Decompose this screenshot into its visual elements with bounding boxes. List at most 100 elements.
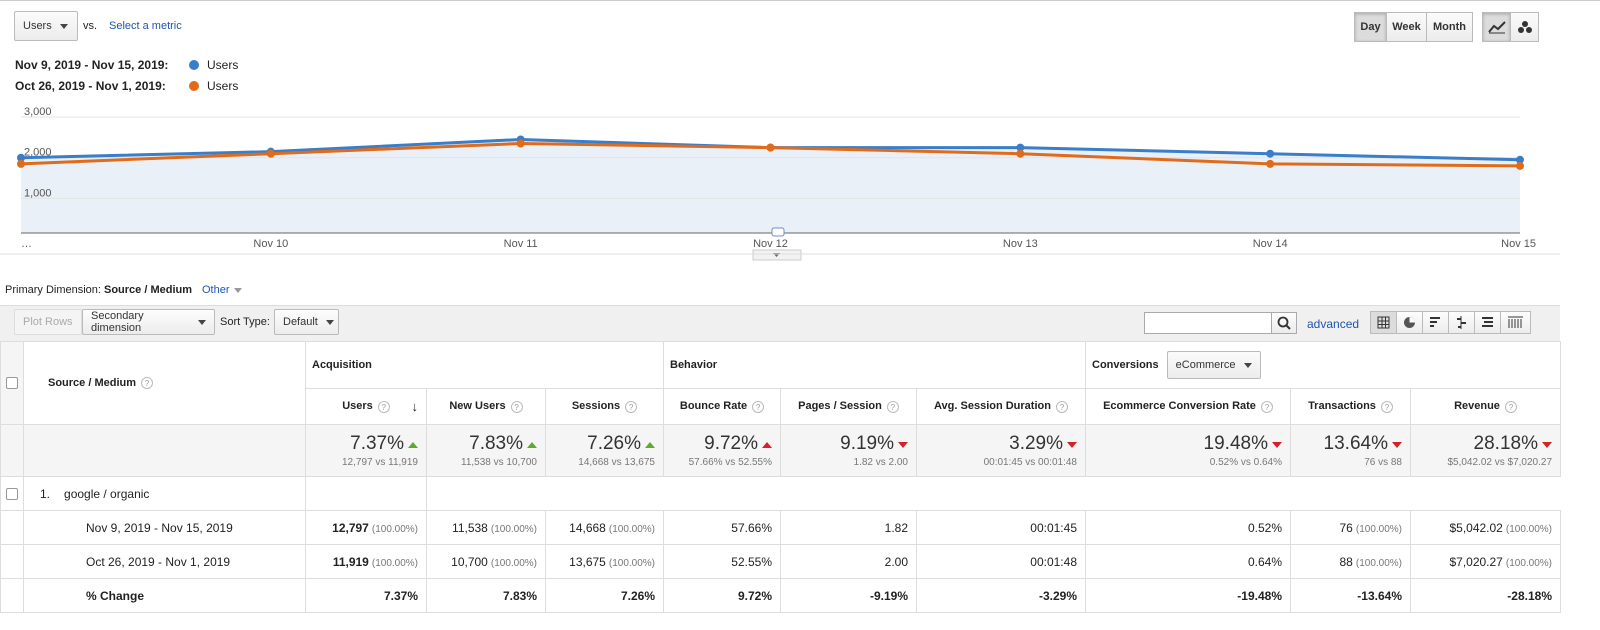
cell-value: 2.00 <box>884 554 908 569</box>
data-point[interactable] <box>1266 149 1275 158</box>
metric-dropdown[interactable]: Users <box>14 11 78 41</box>
data-point[interactable] <box>1516 155 1524 164</box>
help-icon: ? <box>625 400 638 413</box>
cell-value: -13.64% <box>1357 588 1402 603</box>
row-source-link[interactable]: google / organic <box>64 486 150 501</box>
column-header-label: New Users <box>449 400 506 413</box>
data-point[interactable] <box>266 149 275 158</box>
table-view-button[interactable] <box>1370 311 1397 334</box>
summary-comparison: 14,668 vs 13,675 <box>578 457 655 468</box>
table-cell: 14,668 (100.00%) <box>545 510 664 545</box>
data-point[interactable] <box>1266 159 1275 168</box>
arrow-down-icon <box>1067 442 1077 448</box>
cell-percent: (100.00%) <box>1355 557 1402 569</box>
y-tick-label: 1,000 <box>24 187 52 199</box>
users-line-chart: 3,000 2,000 1,000 … Nov 10 Nov 11 Nov 12 Nov 13… <box>0 106 1560 261</box>
data-point[interactable] <box>1016 149 1025 158</box>
column-header[interactable]: New Users? <box>426 388 546 425</box>
summary-percent: 3.29% <box>1009 433 1063 454</box>
vs-label: vs. <box>83 20 98 32</box>
row-checkbox[interactable] <box>6 488 18 501</box>
sort-arrow-icon: ↓ <box>411 399 419 414</box>
data-point[interactable] <box>1516 161 1524 170</box>
data-point[interactable] <box>516 139 525 148</box>
table-cell: $7,020.27 (100.00%) <box>1410 544 1561 579</box>
help-icon: ? <box>1260 400 1273 413</box>
cell-value: $7,020.27 <box>1449 554 1503 569</box>
top-border <box>0 0 1600 1</box>
source-medium-header[interactable]: Source / Medium? <box>23 341 306 425</box>
cell-value: 1.82 <box>884 520 908 535</box>
arrow-up-icon <box>762 442 772 448</box>
comparison-view-button[interactable] <box>1448 311 1475 334</box>
column-header[interactable]: Sessions? <box>545 388 664 425</box>
legend-range: Oct 26, 2019 - Nov 1, 2019: <box>15 79 166 93</box>
line-chart-button[interactable] <box>1482 12 1511 42</box>
column-header-label: Sessions <box>571 400 621 413</box>
cell-value: -19.48% <box>1237 588 1282 603</box>
legend-range: Nov 9, 2019 - Nov 15, 2019: <box>15 58 169 72</box>
term-cloud-view-button[interactable] <box>1474 311 1501 334</box>
x-tick-label: Nov 14 <box>1253 238 1288 250</box>
search-button[interactable] <box>1271 312 1297 334</box>
column-header[interactable]: Avg. Session Duration? <box>916 388 1086 425</box>
row-index: 1. <box>40 486 51 501</box>
cell-value: 12,797 <box>332 520 369 535</box>
cell-value: 9.72% <box>737 588 772 603</box>
data-point[interactable] <box>766 143 775 152</box>
month-button[interactable]: Month <box>1426 12 1473 42</box>
grid-icon <box>1377 316 1390 329</box>
cell-value: 88 <box>1339 554 1353 569</box>
select-all-checkbox[interactable] <box>6 377 18 390</box>
cell-value: $5,042.02 <box>1449 520 1503 535</box>
performance-view-button[interactable] <box>1422 311 1449 334</box>
dimension-other-label: Other <box>202 284 230 296</box>
summary-cell: 13.64% 76 vs 88 <box>1290 424 1411 477</box>
y-tick-label: 3,000 <box>24 106 52 118</box>
cell-value: 00:01:48 <box>1030 554 1077 569</box>
day-button[interactable]: Day <box>1354 12 1387 42</box>
summary-cell: 19.48% 0.52% vs 0.64% <box>1085 424 1291 477</box>
data-point[interactable] <box>17 159 25 168</box>
cell-percent: (100.00%) <box>371 523 418 535</box>
data-point[interactable] <box>1016 143 1025 152</box>
summary-spacer <box>0 424 24 477</box>
column-header[interactable]: Ecommerce Conversion Rate? <box>1085 388 1291 425</box>
cell-percent: (100.00%) <box>608 523 655 535</box>
column-header[interactable]: Transactions? <box>1290 388 1411 425</box>
help-icon: ? <box>510 400 523 413</box>
secondary-dimension-dropdown[interactable]: Secondary dimension <box>82 309 215 335</box>
conversions-dropdown[interactable]: eCommerce <box>1166 351 1261 379</box>
sort-type-dropdown[interactable]: Default <box>274 309 339 335</box>
table-cell: 00:01:45 <box>916 510 1086 545</box>
motion-chart-button[interactable] <box>1510 12 1539 42</box>
table-cell: 12,797 (100.00%) <box>305 510 427 545</box>
legend-metric: Users <box>207 79 239 93</box>
dimension-source-medium[interactable]: Source / Medium <box>104 284 193 296</box>
pie-view-button[interactable] <box>1396 311 1423 334</box>
pivot-view-button[interactable] <box>1500 311 1531 334</box>
column-header[interactable]: Users? ↓ <box>305 388 427 425</box>
bubble-chart-icon <box>1517 21 1532 33</box>
column-header[interactable]: Bounce Rate? <box>663 388 781 425</box>
column-header[interactable]: Pages / Session? <box>780 388 917 425</box>
arrow-up-icon <box>408 442 418 448</box>
select-metric-link[interactable]: Select a metric <box>109 20 182 32</box>
row-source-cell: 1. google / organic <box>23 476 306 511</box>
help-icon: ? <box>141 377 154 390</box>
table-cell: 76 (100.00%) <box>1290 510 1411 545</box>
annotation-marker[interactable] <box>771 227 785 237</box>
dimension-other[interactable]: Other <box>202 284 242 296</box>
summary-comparison: 0.52% vs 0.64% <box>1209 457 1282 468</box>
data-point[interactable] <box>17 153 25 162</box>
comparison-icon <box>1457 316 1466 329</box>
arrow-down-icon <box>898 442 908 448</box>
week-button[interactable]: Week <box>1386 12 1427 42</box>
cell-percent: (100.00%) <box>1505 523 1552 535</box>
table-search-input[interactable] <box>1144 312 1272 334</box>
advanced-link[interactable]: advanced <box>1307 317 1360 331</box>
x-tick-label: Nov 10 <box>253 238 288 250</box>
plot-rows-button[interactable]: Plot Rows <box>14 309 82 335</box>
column-header[interactable]: Revenue? <box>1410 388 1561 425</box>
row-checkbox-cell <box>0 476 24 511</box>
